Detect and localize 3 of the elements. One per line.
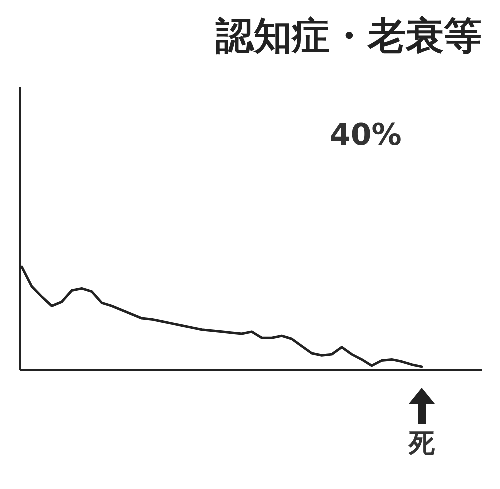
text: 40%	[330, 118, 402, 153]
chart-title: 認知症・老衰等	[215, 14, 482, 58]
text: 死	[409, 428, 435, 461]
